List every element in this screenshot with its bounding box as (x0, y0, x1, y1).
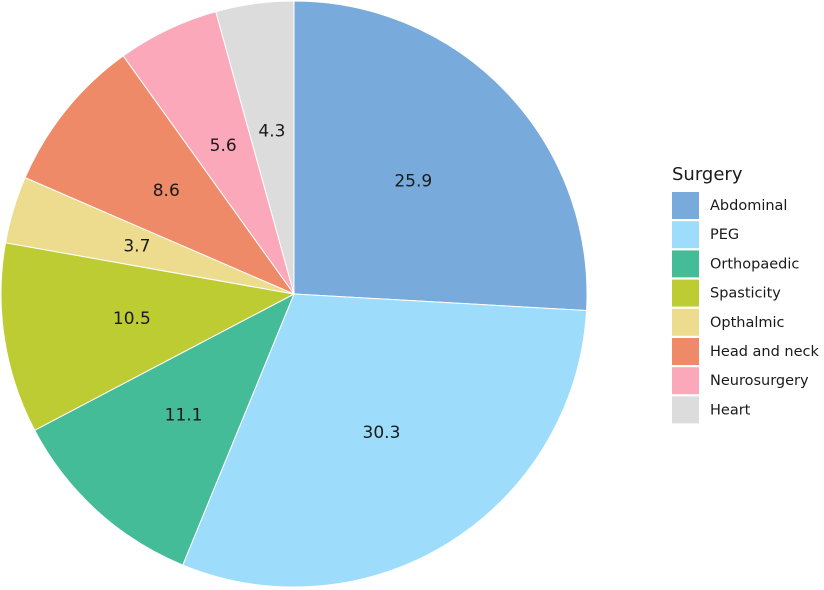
slice-label-orthopaedic: 11.1 (165, 405, 203, 425)
slice-label-head-and-neck: 8.6 (153, 181, 180, 201)
legend-swatch-abdominal (672, 192, 699, 219)
legend-label-neurosurgery: Neurosurgery (710, 373, 809, 389)
legend-swatch-orthopaedic (672, 250, 699, 278)
legend-items: Abdominal PEG Orthopaedic Spasticity Opthalm… (672, 192, 819, 424)
slice-label-opthalmic: 3.7 (123, 237, 150, 257)
slice-label-peg: 30.3 (363, 423, 401, 443)
legend-label-peg: PEG (710, 227, 739, 243)
slice-label-abdominal: 25.9 (394, 171, 432, 191)
slice-label-neurosurgery: 5.6 (210, 136, 237, 156)
slice-label-spasticity: 10.5 (113, 309, 151, 329)
legend-swatch-spasticity (672, 279, 699, 307)
legend-label-head-and-neck: Head and neck (710, 344, 819, 360)
pie-slice-labels: 25.9 30.3 11.1 10.5 3.7 8.6 5.6 4.3 (113, 121, 432, 442)
legend-label-spasticity: Spasticity (710, 286, 781, 302)
pie-slice-head-and-neck (24, 55, 296, 296)
legend-swatch-head-and-neck (672, 338, 699, 365)
pie-slices (0, 0, 588, 588)
legend-label-orthopaedic: Orthopaedic (710, 256, 799, 272)
slice-label-heart: 4.3 (258, 121, 285, 141)
legend-label-heart: Heart (710, 402, 751, 418)
legend-swatch-peg (672, 221, 699, 249)
legend-label-opthalmic: Opthalmic (710, 315, 785, 331)
pie-slice-spasticity (0, 242, 296, 431)
legend-title: Surgery (672, 164, 743, 185)
legend-label-abdominal: Abdominal (710, 198, 787, 214)
legend-swatch-opthalmic (672, 308, 699, 336)
legend: Surgery Abdominal PEG Orthopaedic Spasticit… (672, 164, 819, 424)
pie-slice-peg (182, 293, 588, 588)
legend-swatch-neurosurgery (672, 367, 699, 395)
pie-slice-orthopaedic (33, 292, 295, 566)
pie-slice-heart (215, 0, 295, 295)
legend-swatch-heart (672, 396, 699, 424)
pie-slice-abdominal (293, 0, 588, 312)
